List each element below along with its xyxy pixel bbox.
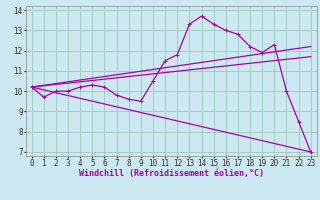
X-axis label: Windchill (Refroidissement éolien,°C): Windchill (Refroidissement éolien,°C) [79, 169, 264, 178]
